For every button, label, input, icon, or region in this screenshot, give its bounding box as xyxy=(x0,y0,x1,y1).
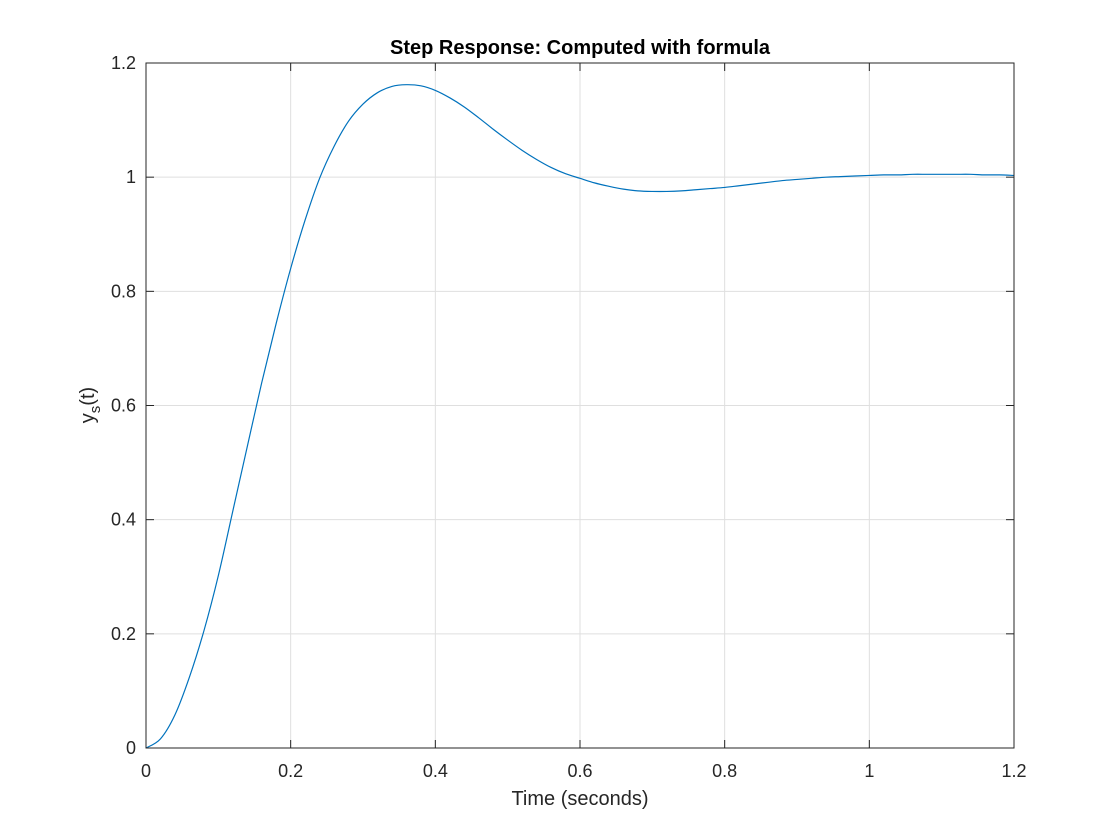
y-axis-label-suffix: (t) xyxy=(77,387,99,406)
y-tick-label: 1.2 xyxy=(111,53,136,73)
y-tick-label: 0.4 xyxy=(111,510,136,530)
x-tick-label: 0.2 xyxy=(278,761,303,781)
y-axis-label-main: y xyxy=(77,413,99,423)
y-axis-label: ys(t) xyxy=(77,387,104,423)
x-tick-label: 0 xyxy=(141,761,151,781)
y-tick-label: 0.6 xyxy=(111,396,136,416)
y-tick-label: 0.2 xyxy=(111,624,136,644)
step-response-line xyxy=(145,84,1015,749)
x-tick-label: 1 xyxy=(864,761,874,781)
plot-lines xyxy=(145,84,1015,749)
svg-text:ys(t): ys(t) xyxy=(77,387,104,423)
x-tick-label: 0.8 xyxy=(712,761,737,781)
y-axis-label-subscript: s xyxy=(87,406,104,414)
x-tick-label: 0.6 xyxy=(567,761,592,781)
x-axis-label: Time (seconds) xyxy=(511,788,648,810)
y-tick-label: 0 xyxy=(126,738,136,758)
y-tick-label: 0.8 xyxy=(111,281,136,301)
ticks xyxy=(145,62,1015,749)
y-tick-labels: 0 0.2 0.4 0.6 0.8 1 1.2 xyxy=(111,53,136,758)
x-tick-label: 0.4 xyxy=(423,761,448,781)
y-tick-label: 1 xyxy=(126,167,136,187)
chart-title: Step Response: Computed with formula xyxy=(390,37,771,59)
x-tick-labels: 0 0.2 0.4 0.6 0.8 1 1.2 xyxy=(141,761,1027,781)
x-tick-label: 1.2 xyxy=(1001,761,1026,781)
